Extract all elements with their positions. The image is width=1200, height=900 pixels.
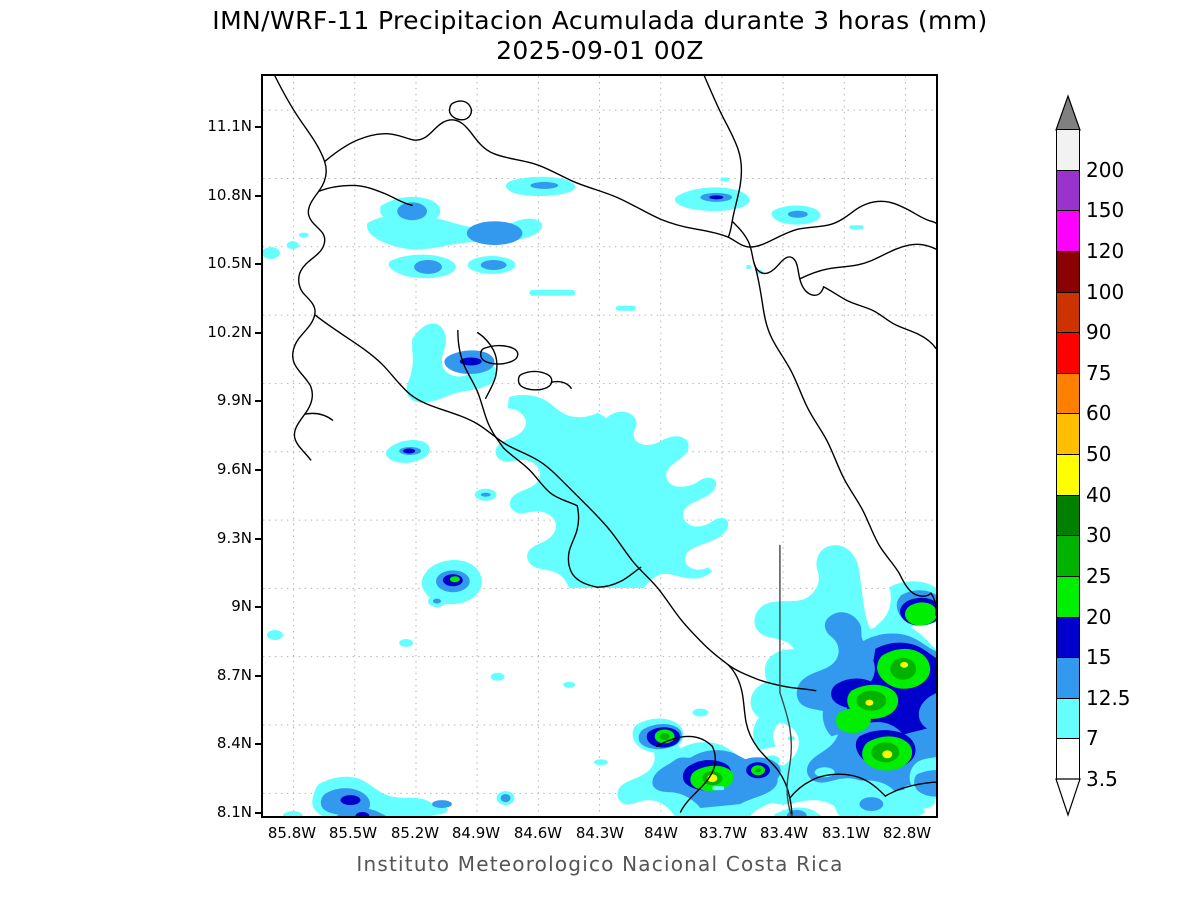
ytick-label: 11.1N	[207, 117, 252, 135]
ytick-label: 10.8N	[207, 186, 252, 204]
ytick-label: 8.7N	[216, 666, 252, 684]
colorbar-cell	[1057, 170, 1079, 212]
colorbar-label: 200	[1086, 157, 1125, 182]
colorbar-label: 25	[1086, 563, 1112, 588]
precip-field	[263, 176, 936, 816]
colorbar-cell	[1057, 739, 1079, 780]
colorbar-cell	[1057, 333, 1079, 374]
colorbar-label: 100	[1086, 279, 1125, 304]
xtick-label: 83.4W	[759, 824, 809, 842]
colorbar-cell	[1057, 292, 1079, 334]
colorbar-label: 30	[1086, 523, 1112, 548]
page-title: IMN/WRF-11 Precipitacion Acumulada duran…	[212, 6, 988, 35]
colorbar-label: 120	[1086, 238, 1125, 263]
colorbar-cell	[1057, 211, 1079, 252]
xtick-label: 84.3W	[575, 824, 625, 842]
colorbar-cell	[1057, 251, 1079, 293]
colorbar-label: 40	[1086, 482, 1112, 507]
colorbar-cells	[1056, 129, 1080, 780]
colorbar-cell	[1057, 536, 1079, 577]
xtick-label: 84.9W	[451, 824, 501, 842]
colorbar-label: 12.5	[1086, 685, 1131, 710]
colorbar-cell	[1057, 698, 1079, 740]
colorbar-cell	[1057, 576, 1079, 618]
colorbar-label: 90	[1086, 320, 1112, 345]
colorbar-cell	[1057, 658, 1079, 699]
ytick-label: 9N	[231, 597, 252, 615]
colorbar-cell	[1057, 373, 1079, 415]
colorbar-label: 15	[1086, 645, 1112, 670]
colorbar: 200 150 120 100 90 75 60 50 40 30 25 20 15 12.5 7 3.5	[1055, 94, 1131, 817]
colorbar-cell	[1057, 455, 1079, 496]
chart-title-block: IMN/WRF-11 Precipitacion Acumulada duran…	[0, 6, 1200, 66]
colorbar-label: 150	[1086, 198, 1125, 223]
colorbar-cell	[1057, 130, 1079, 171]
colorbar-max-arrow	[1055, 94, 1081, 131]
xtick-label: 82.8W	[882, 824, 932, 842]
ytick-label: 8.1N	[216, 803, 252, 821]
footer-attribution: Instituto Meteorologico Nacional Costa R…	[356, 852, 844, 876]
colorbar-label: 7	[1086, 726, 1099, 751]
colorbar-min-arrow	[1055, 778, 1081, 817]
ytick-label: 10.5N	[207, 254, 252, 272]
colorbar-label: 20	[1086, 604, 1112, 629]
xtick-label: 84.6W	[513, 824, 563, 842]
ytick-label: 9.3N	[216, 529, 252, 547]
ytick-label: 9.9N	[216, 391, 252, 409]
colorbar-cell	[1057, 495, 1079, 537]
colorbar-label: 3.5	[1086, 767, 1118, 791]
chart-subtitle: 2025-09-01 00Z	[496, 36, 704, 65]
colorbar-label: 75	[1086, 360, 1112, 385]
colorbar-label: 60	[1086, 401, 1112, 426]
colorbar-cell	[1057, 414, 1079, 455]
ytick-label: 8.4N	[216, 734, 252, 752]
map-canvas	[263, 76, 936, 816]
xtick-label: 85.5W	[328, 824, 378, 842]
xtick-label: 83.7W	[698, 824, 748, 842]
ytick-label: 10.2N	[207, 323, 252, 341]
ytick-label: 9.6N	[216, 460, 252, 478]
xtick-label: 85.2W	[390, 824, 440, 842]
map-plot-area	[261, 74, 938, 818]
xtick-label: 83.1W	[821, 824, 871, 842]
colorbar-label: 50	[1086, 442, 1112, 466]
colorbar-cell	[1057, 617, 1079, 659]
xtick-label: 85.8W	[267, 824, 317, 842]
map-coastlines	[274, 76, 936, 816]
xtick-label: 84W	[644, 824, 678, 842]
